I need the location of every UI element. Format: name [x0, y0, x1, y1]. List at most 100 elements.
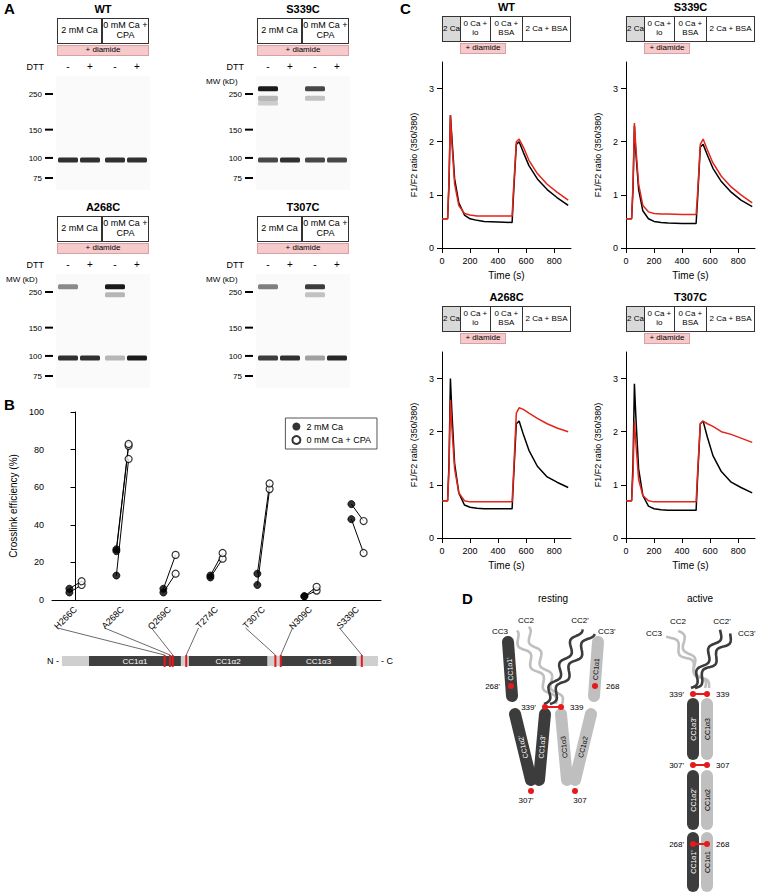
svg-text:800: 800 [547, 546, 562, 556]
svg-text:600: 600 [703, 256, 718, 266]
svg-text:600: 600 [519, 546, 534, 556]
svg-text:600: 600 [519, 256, 534, 266]
svg-text:N309C: N309C [287, 604, 314, 631]
svg-text:-: - [266, 259, 269, 270]
svg-text:100: 100 [29, 154, 43, 163]
svg-text:CC2': CC2' [571, 616, 589, 625]
svg-text:-: - [313, 259, 316, 270]
svg-text:20: 20 [34, 557, 44, 567]
svg-text:S339C: S339C [286, 3, 320, 15]
svg-text:CC1α1: CC1α1 [704, 851, 711, 873]
svg-text:200: 200 [647, 546, 662, 556]
svg-text:Time (s): Time (s) [672, 270, 708, 281]
svg-text:+: + [334, 259, 340, 270]
svg-text:2: 2 [613, 427, 618, 437]
svg-text:T307C: T307C [286, 201, 319, 213]
svg-text:75: 75 [33, 174, 42, 183]
svg-text:800: 800 [731, 546, 746, 556]
svg-text:339: 339 [570, 703, 584, 712]
svg-text:2: 2 [429, 427, 434, 437]
svg-text:268': 268' [485, 682, 500, 691]
svg-text:100: 100 [29, 352, 43, 361]
svg-text:1: 1 [429, 190, 434, 200]
svg-text:1: 1 [613, 480, 618, 490]
svg-text:0: 0 [613, 243, 618, 253]
svg-text:150: 150 [229, 324, 243, 333]
svg-text:CC2: CC2 [670, 617, 687, 626]
svg-text:CC1α1: CC1α1 [122, 657, 148, 666]
svg-text:3: 3 [429, 374, 434, 384]
svg-text:800: 800 [731, 256, 746, 266]
svg-text:+: + [287, 61, 293, 72]
svg-text:100: 100 [29, 407, 44, 417]
svg-text:CC1α1: CC1α1 [592, 658, 601, 681]
svg-text:307: 307 [573, 796, 587, 805]
svg-text:800: 800 [547, 256, 562, 266]
svg-text:200: 200 [463, 546, 478, 556]
svg-text:CC1α1': CC1α1' [690, 850, 697, 873]
svg-text:+: + [334, 61, 340, 72]
svg-text:CC3: CC3 [646, 629, 663, 638]
svg-text:CC1α2: CC1α2 [704, 789, 711, 811]
svg-text:0: 0 [429, 533, 434, 543]
svg-text:CC1α2: CC1α2 [577, 735, 589, 758]
svg-text:resting: resting [538, 593, 568, 604]
svg-text:F1/F2 ratio (350/380): F1/F2 ratio (350/380) [409, 113, 419, 198]
svg-text:WT: WT [94, 3, 111, 15]
svg-text:-: - [113, 61, 116, 72]
svg-text:80: 80 [34, 445, 44, 455]
svg-text:DTT: DTT [227, 260, 245, 270]
svg-text:DTT: DTT [27, 62, 45, 72]
svg-text:CC1α2: CC1α2 [216, 657, 242, 666]
svg-text:400: 400 [675, 546, 690, 556]
svg-text:S339C: S339C [335, 604, 362, 631]
svg-text:150: 150 [29, 324, 43, 333]
svg-text:400: 400 [491, 256, 506, 266]
svg-text:active: active [687, 593, 714, 604]
svg-text:268: 268 [606, 682, 620, 691]
svg-text:+: + [287, 259, 293, 270]
svg-text:CC1α2': CC1α2' [690, 788, 697, 811]
svg-text:268': 268' [669, 840, 684, 849]
svg-text:3: 3 [613, 374, 618, 384]
svg-text:-: - [313, 61, 316, 72]
svg-text:+: + [87, 61, 93, 72]
svg-text:-: - [266, 61, 269, 72]
svg-text:0: 0 [39, 595, 44, 605]
svg-text:F1/F2 ratio (350/380): F1/F2 ratio (350/380) [409, 403, 419, 488]
svg-text:T274C: T274C [194, 604, 221, 631]
svg-text:339': 339' [521, 703, 536, 712]
svg-text:DTT: DTT [227, 62, 245, 72]
svg-text:100: 100 [229, 352, 243, 361]
svg-text:307: 307 [716, 761, 730, 770]
svg-text:600: 600 [703, 546, 718, 556]
svg-text:F1/F2 ratio (350/380): F1/F2 ratio (350/380) [593, 403, 603, 488]
svg-text:CC1α3: CC1α3 [704, 718, 711, 740]
svg-text:CC3': CC3' [598, 627, 616, 636]
svg-text:250: 250 [229, 90, 243, 99]
svg-text:- C: - C [381, 656, 393, 666]
svg-text:MW (kD): MW (kD) [206, 275, 238, 284]
svg-text:40: 40 [34, 520, 44, 530]
svg-text:150: 150 [29, 126, 43, 135]
svg-text:307': 307' [519, 796, 534, 805]
svg-text:0: 0 [429, 243, 434, 253]
svg-text:2: 2 [429, 137, 434, 147]
svg-text:CC1α3': CC1α3' [690, 717, 697, 740]
svg-text:Time (s): Time (s) [488, 270, 524, 281]
svg-text:250: 250 [229, 288, 243, 297]
svg-text:F1/F2 ratio (350/380): F1/F2 ratio (350/380) [593, 113, 603, 198]
svg-text:60: 60 [34, 482, 44, 492]
svg-text:CC2: CC2 [518, 616, 535, 625]
svg-text:Time (s): Time (s) [672, 560, 708, 571]
svg-text:CC1α3: CC1α3 [306, 657, 332, 666]
svg-text:200: 200 [647, 256, 662, 266]
svg-text:339': 339' [669, 690, 684, 699]
svg-text:1: 1 [613, 190, 618, 200]
svg-text:A268C: A268C [100, 604, 127, 631]
svg-text:0: 0 [623, 546, 628, 556]
svg-text:MW (kD): MW (kD) [206, 77, 238, 86]
svg-text:T307C: T307C [241, 604, 268, 631]
svg-text:2: 2 [613, 137, 618, 147]
svg-text:-: - [66, 259, 69, 270]
